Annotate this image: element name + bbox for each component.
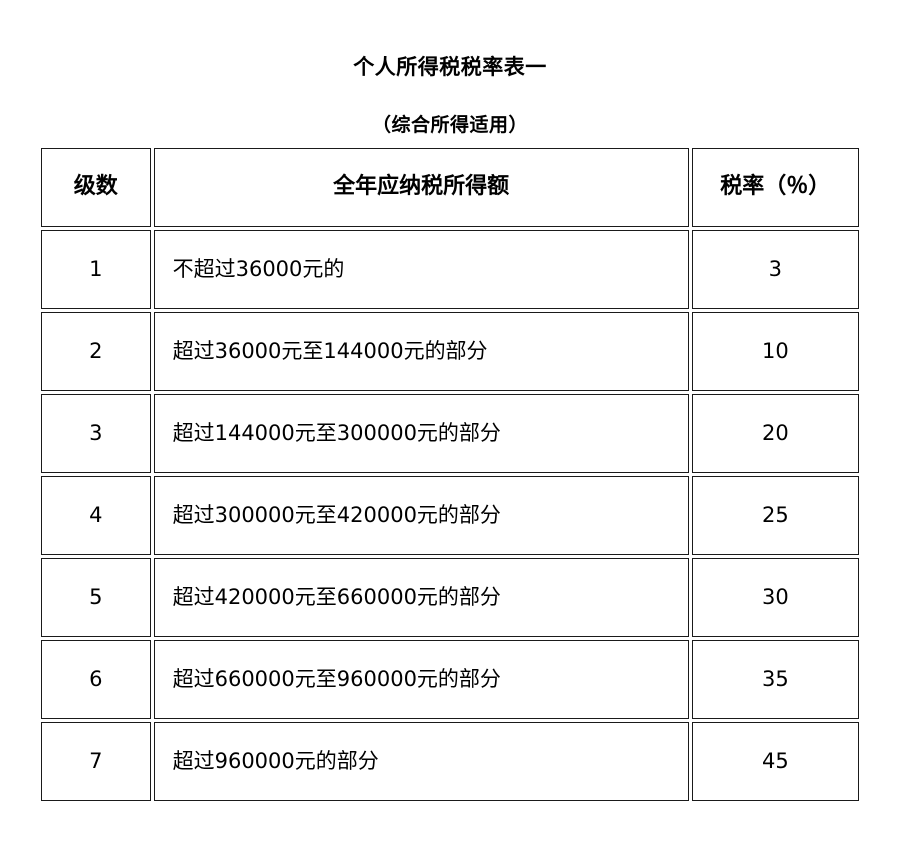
cell-bracket: 超过144000元至300000元的部分 xyxy=(153,394,689,473)
table-row: 5 超过420000元至660000元的部分 30 xyxy=(41,558,860,637)
cell-rate: 35 xyxy=(691,640,860,719)
cell-level: 6 xyxy=(41,640,151,719)
cell-rate-value: 10 xyxy=(761,338,789,363)
table-body: 1 不超过36000元的 3 2 超过36000元至144000元的部分 10 xyxy=(41,230,860,801)
cell-level-value: 2 xyxy=(89,338,103,363)
page-subtitle: （综合所得适用） xyxy=(371,114,528,136)
column-header-level-label: 级数 xyxy=(73,174,118,200)
cell-level: 1 xyxy=(41,230,151,309)
cell-rate-value: 30 xyxy=(761,584,789,609)
cell-bracket-value: 超过420000元至660000元的部分 xyxy=(172,584,501,609)
cell-bracket-value: 超过960000元的部分 xyxy=(172,748,379,773)
column-header-level: 级数 xyxy=(41,148,151,227)
cell-bracket-value: 超过144000元至300000元的部分 xyxy=(172,420,501,445)
column-header-bracket: 全年应纳税所得额 xyxy=(153,148,689,227)
cell-bracket: 超过300000元至420000元的部分 xyxy=(153,476,689,555)
cell-rate: 45 xyxy=(691,722,860,801)
table-row: 2 超过36000元至144000元的部分 10 xyxy=(41,312,860,391)
page-title: 个人所得税税率表一 xyxy=(353,55,547,79)
column-header-rate-label: 税率（％） xyxy=(720,174,831,200)
cell-level-value: 6 xyxy=(89,666,103,691)
column-header-rate: 税率（％） xyxy=(691,148,859,227)
cell-rate: 20 xyxy=(691,394,860,473)
cell-level: 2 xyxy=(41,312,151,391)
cell-bracket-value: 超过300000元至420000元的部分 xyxy=(172,502,501,527)
cell-bracket: 不超过36000元的 xyxy=(153,230,689,309)
cell-rate: 30 xyxy=(691,558,860,637)
cell-rate-value: 35 xyxy=(761,666,789,691)
cell-rate-value: 20 xyxy=(761,420,789,445)
table-row: 6 超过660000元至960000元的部分 35 xyxy=(41,640,860,719)
table-row: 3 超过144000元至300000元的部分 20 xyxy=(41,394,860,473)
cell-bracket: 超过660000元至960000元的部分 xyxy=(153,640,689,719)
cell-bracket: 超过36000元至144000元的部分 xyxy=(153,312,689,391)
cell-rate-value: 3 xyxy=(768,256,783,281)
cell-rate: 10 xyxy=(691,312,860,391)
table-header-row: 级数 全年应纳税所得额 税率（％） xyxy=(41,148,859,227)
cell-bracket-value: 不超过36000元的 xyxy=(172,256,345,281)
cell-rate-value: 45 xyxy=(761,748,789,773)
cell-level-value: 4 xyxy=(89,502,103,527)
table-row: 7 超过960000元的部分 45 xyxy=(41,722,860,801)
cell-level: 3 xyxy=(41,394,151,473)
cell-level: 7 xyxy=(41,722,151,801)
cell-level-value: 1 xyxy=(89,256,103,281)
cell-rate: 3 xyxy=(691,230,860,309)
table-row: 1 不超过36000元的 3 xyxy=(41,230,860,309)
cell-level: 5 xyxy=(41,558,151,637)
cell-rate: 25 xyxy=(691,476,860,555)
tax-rate-table: 级数 全年应纳税所得额 税率（％） 1 不超过36000元的 3 xyxy=(41,148,860,801)
cell-bracket: 超过960000元的部分 xyxy=(153,722,689,801)
cell-level-value: 3 xyxy=(89,420,103,445)
table-row: 4 超过300000元至420000元的部分 25 xyxy=(41,476,860,555)
cell-level: 4 xyxy=(41,476,151,555)
cell-level-value: 5 xyxy=(89,584,103,609)
cell-bracket-value: 超过660000元至960000元的部分 xyxy=(172,666,501,691)
cell-rate-value: 25 xyxy=(761,502,789,527)
cell-bracket: 超过420000元至660000元的部分 xyxy=(153,558,689,637)
cell-bracket-value: 超过36000元至144000元的部分 xyxy=(172,338,488,363)
column-header-bracket-label: 全年应纳税所得额 xyxy=(333,174,510,200)
cell-level-value: 7 xyxy=(89,748,103,773)
